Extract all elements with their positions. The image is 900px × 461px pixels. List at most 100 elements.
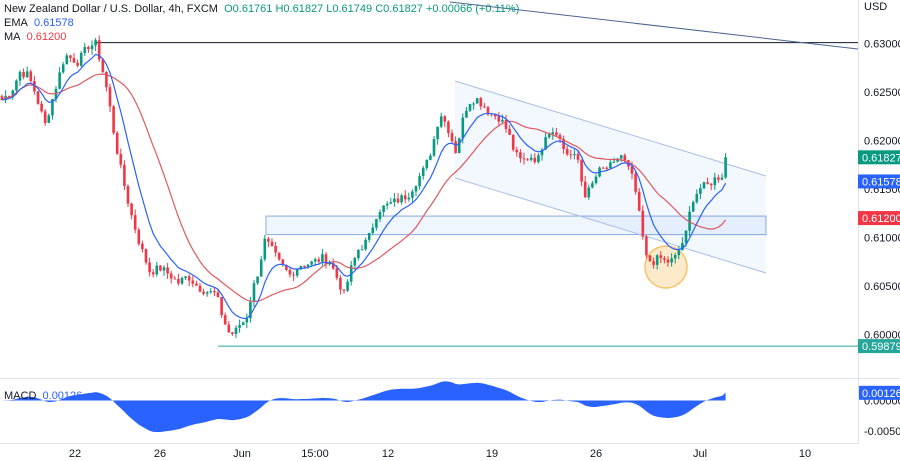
candle-body <box>360 249 364 251</box>
candle-body <box>648 255 652 262</box>
candle-body <box>130 203 133 216</box>
candle-body <box>717 177 720 180</box>
candle-body <box>166 267 169 274</box>
candle-body <box>292 274 295 276</box>
candle-body <box>51 99 54 116</box>
candle-body <box>101 59 105 72</box>
candle-body <box>659 255 663 259</box>
candle-body <box>227 324 231 333</box>
symbol-legend[interactable]: New Zealand Dollar / U.S. Dollar, 4h, FX… <box>4 2 519 16</box>
channel-upper[interactable] <box>454 80 767 177</box>
candle-body <box>90 45 94 50</box>
candle-body <box>223 315 227 325</box>
candle-body <box>612 161 616 163</box>
indicators-layer <box>1 53 727 319</box>
candle-body <box>177 278 180 284</box>
candle-body <box>396 198 400 203</box>
candle-body <box>313 259 317 262</box>
price-badge-label: 0.61578 <box>862 176 900 188</box>
candle-body <box>245 318 249 323</box>
channel-lower[interactable] <box>454 177 767 274</box>
candle-body <box>587 187 591 198</box>
price-tick-label: 0.60500 <box>864 281 900 293</box>
ma-label: MA <box>4 31 21 43</box>
candle-body <box>439 116 443 127</box>
price-tick-label: 0.63000 <box>864 39 900 51</box>
candle-body <box>141 243 144 250</box>
candle-body <box>558 135 562 139</box>
time-axis[interactable]: 22 26 Jun 15:00 12 19 26 Jul 10 <box>69 448 811 460</box>
candle-body <box>709 183 713 186</box>
candle-body <box>285 264 288 270</box>
candle-body <box>677 250 681 256</box>
candle-body <box>526 159 529 161</box>
ema-legend[interactable]: EMA 0.61578 <box>4 16 74 30</box>
time-tick-label: 12 <box>382 448 394 460</box>
candle-body <box>594 176 598 184</box>
candle-body <box>342 289 346 291</box>
candle-body <box>364 239 367 250</box>
macd-value: 0.00126 <box>42 390 83 402</box>
candle-body <box>443 116 447 122</box>
candle-body <box>371 227 375 233</box>
macd-legend[interactable]: MACD 0.00126 <box>4 389 82 403</box>
candle-body <box>249 301 252 319</box>
candle-body <box>576 154 580 160</box>
candle-body <box>299 266 303 270</box>
candle-body <box>713 177 717 186</box>
macd-last-badge <box>858 385 900 400</box>
candle-body <box>601 167 605 169</box>
candle-body <box>573 154 576 156</box>
candle-body <box>551 132 555 135</box>
candle-body <box>565 149 569 155</box>
candle-body <box>353 258 357 266</box>
ma-legend[interactable]: MA 0.61200 <box>4 30 66 44</box>
candle-body <box>18 71 22 81</box>
candle-body <box>148 262 151 273</box>
candle-body <box>382 205 385 213</box>
price-badge-label: 0.59879 <box>862 341 900 353</box>
candle-body <box>493 113 497 117</box>
candle-body <box>144 249 148 263</box>
candle-body <box>25 71 29 78</box>
candle-body <box>173 278 177 280</box>
time-tick-label: Jul <box>693 448 707 460</box>
candle-body <box>187 276 191 281</box>
symbol-title: New Zealand Dollar / U.S. Dollar, 4h, FX… <box>4 3 218 15</box>
candle-body <box>234 327 238 335</box>
candle-body <box>702 182 706 189</box>
candle-body <box>69 55 72 59</box>
candle-body <box>375 218 378 228</box>
trend-line[interactable] <box>449 1 859 50</box>
price-tick-label: 0.62500 <box>864 87 900 99</box>
candle-body <box>583 181 587 198</box>
candle-body <box>454 141 457 154</box>
candle-body <box>547 134 551 138</box>
candle-body <box>688 211 691 231</box>
price-tick-label: 0.62000 <box>864 136 900 148</box>
candle-body <box>346 281 349 291</box>
candle-body <box>619 155 623 159</box>
candle-body <box>43 111 47 123</box>
candle-body <box>169 273 173 279</box>
candle-body <box>497 116 501 122</box>
price-badge-label: 0.61200 <box>862 213 900 225</box>
candle-body <box>436 126 439 140</box>
candle-body <box>133 215 137 230</box>
candle-body <box>7 95 11 97</box>
candle-body <box>76 62 79 66</box>
candle-body <box>256 276 259 284</box>
ma-value: 0.61200 <box>26 31 67 43</box>
currency-label: USD <box>864 1 888 13</box>
candle-body <box>335 268 339 278</box>
low-value: L0.61749 <box>326 3 373 15</box>
candle-body <box>40 103 43 112</box>
ema-line <box>1 53 727 319</box>
candle-body <box>209 291 213 293</box>
candle-body <box>213 291 216 293</box>
candle-body <box>529 157 533 160</box>
candle-body <box>429 155 432 160</box>
candle-body <box>108 87 112 107</box>
highlight-circle[interactable] <box>644 245 688 289</box>
